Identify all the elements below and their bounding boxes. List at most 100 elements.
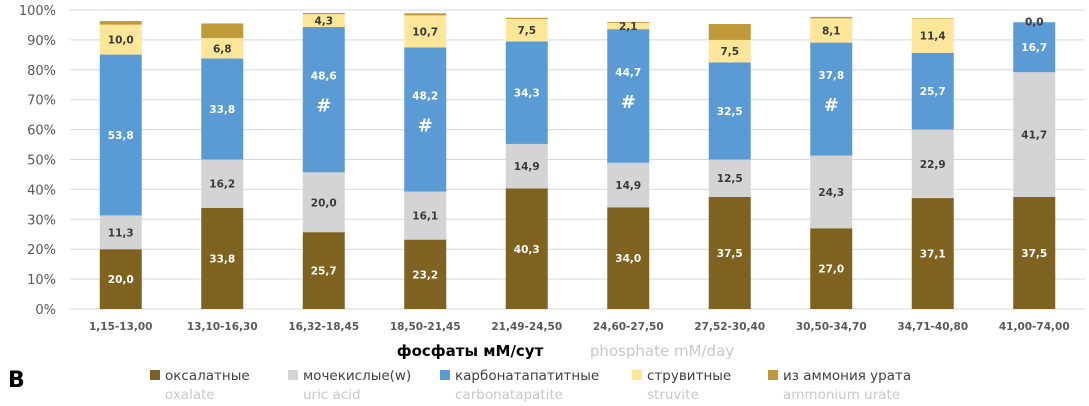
legend-label-english: oxalate — [165, 387, 215, 403]
bar-segment — [708, 39, 751, 63]
data-label: 40,3 — [514, 244, 540, 256]
data-label: 10,0 — [108, 35, 134, 47]
data-label: 2,1 — [619, 21, 638, 33]
data-label: 12,5 — [717, 173, 743, 185]
data-label: 11,3 — [108, 227, 134, 239]
bar-segment — [99, 21, 142, 25]
data-label: 37,5 — [717, 248, 743, 260]
x-tick-label: 34,71-40,80 — [897, 321, 968, 333]
bar-segment — [708, 196, 751, 309]
data-label: 22,9 — [920, 159, 946, 171]
bar-segment — [911, 52, 954, 130]
data-label: 25,7 — [920, 86, 946, 98]
bar-segment — [99, 215, 142, 250]
legend-label-english: ammonium urate — [783, 387, 900, 403]
data-label: 20,0 — [108, 274, 134, 286]
x-tick-label: 21,49-24,50 — [491, 321, 562, 333]
bars: 20,0 11,3 53,8 10,0 33,8 16,2 33,8 6,8 25,7 20,0 4… — [99, 12, 1056, 309]
x-axis-title: фосфаты мМ/сут — [397, 342, 544, 360]
bar-segment — [302, 12, 345, 15]
bar-segment — [1013, 22, 1056, 73]
bar-segment — [404, 239, 447, 309]
data-label: 0,0 — [1025, 16, 1044, 28]
x-tick-label: 27,52-30,40 — [694, 321, 765, 333]
significance-marker: # — [824, 95, 839, 116]
bar-segment — [505, 17, 548, 19]
bar-segment — [302, 27, 345, 173]
significance-marker: # — [418, 115, 433, 136]
y-tick-label: 10% — [27, 273, 56, 288]
bar-segment — [99, 54, 142, 216]
x-tick-label: 13,10-16,30 — [187, 321, 258, 333]
x-axis-title-english: phosphate mM/day — [590, 342, 734, 360]
bar-segment — [911, 18, 954, 53]
data-label: 33,8 — [209, 104, 235, 116]
bar-segment — [99, 24, 142, 55]
data-label: 8,1 — [822, 25, 841, 37]
x-tick-label: 24,60-27,50 — [593, 321, 664, 333]
bar-segment — [607, 162, 650, 208]
bar-segment — [911, 129, 954, 199]
bar-segment — [810, 18, 853, 43]
data-label: 6,8 — [213, 43, 232, 55]
bar-segment — [302, 14, 345, 28]
y-tick-label: 70% — [27, 94, 56, 109]
data-label: 25,7 — [311, 266, 337, 278]
bar-segment — [302, 232, 345, 309]
legend-label: карбонатапатитные — [455, 368, 599, 384]
significance-marker: # — [316, 96, 331, 117]
bar-segment — [201, 23, 244, 39]
data-label: 37,1 — [920, 249, 946, 261]
bar-segment — [708, 159, 751, 197]
data-label: 37,5 — [1021, 248, 1047, 260]
bar-segment — [607, 207, 650, 309]
legend-swatch — [632, 370, 642, 380]
legend-swatch — [150, 370, 160, 380]
data-label: 7,5 — [517, 25, 536, 37]
bar-segment — [201, 58, 244, 160]
legend-label: струвитные — [647, 368, 731, 384]
data-label: 33,8 — [209, 253, 235, 265]
y-tick-label: 30% — [27, 213, 56, 228]
panel-label: B — [8, 368, 25, 393]
bar-segment — [404, 15, 447, 48]
bar-segment — [810, 228, 853, 309]
data-label: 27,0 — [818, 264, 844, 276]
data-label: 20,0 — [311, 197, 337, 209]
y-tick-label: 20% — [27, 243, 56, 258]
bar-segment — [607, 22, 650, 30]
x-tick-label: 16,32-18,45 — [288, 321, 359, 333]
y-tick-label: 80% — [27, 64, 56, 79]
bar-segment — [708, 24, 751, 40]
x-axis: 1,15-13,00 13,10-16,30 16,32-18,45 18,50-21… — [89, 321, 1070, 333]
bar-segment — [607, 21, 650, 23]
data-label: 16,7 — [1021, 42, 1047, 54]
y-tick-label: 40% — [27, 183, 56, 198]
y-tick-label: 90% — [27, 34, 56, 49]
bar-segment — [911, 18, 954, 19]
data-label: 14,9 — [514, 161, 540, 173]
legend: оксалатные oxalate мочекислые(w) uric acid к… — [150, 368, 911, 403]
data-label: 41,7 — [1021, 130, 1047, 142]
legend-label-english: struvite — [647, 387, 699, 403]
bar-segment — [201, 38, 244, 59]
legend-label: из аммония урата — [783, 368, 911, 384]
x-tick-label: 1,15-13,00 — [89, 321, 152, 333]
legend-swatch — [440, 370, 450, 380]
y-tick-label: 100% — [19, 4, 56, 19]
bar-segment — [708, 62, 751, 160]
data-label: 16,1 — [412, 211, 438, 223]
bar-segment — [505, 143, 548, 189]
y-tick-label: 60% — [27, 124, 56, 139]
data-label: 44,7 — [615, 67, 641, 79]
bar-segment — [404, 191, 447, 240]
data-label: 24,3 — [818, 187, 844, 199]
data-label: 16,2 — [209, 179, 235, 191]
data-label: 10,7 — [412, 26, 438, 38]
y-tick-label: 0% — [35, 303, 56, 318]
legend-label-english: carbonatapatite — [455, 387, 563, 403]
data-label: 48,2 — [412, 90, 438, 102]
x-tick-label: 41,00-74,00 — [999, 321, 1070, 333]
data-label: 37,8 — [818, 70, 844, 82]
